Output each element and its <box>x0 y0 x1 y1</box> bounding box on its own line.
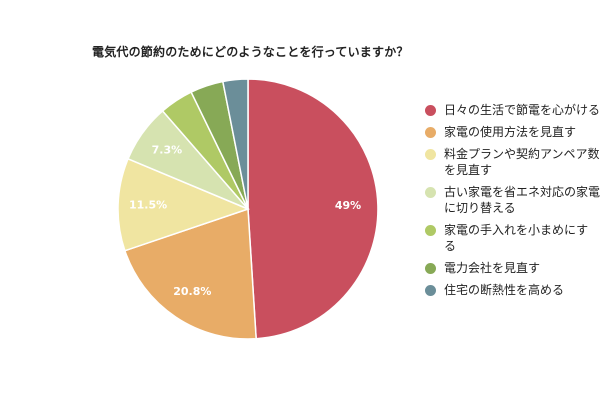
legend-swatch-1 <box>425 105 436 116</box>
legend-item-7: 住宅の断熱性を高める <box>425 282 600 298</box>
pie-data-labels: 49% 20.8% 11.5% 7.3% <box>129 144 361 299</box>
legend-item-4: 古い家電を省エネ対応の家電に切り替える <box>425 184 600 216</box>
slice-label-3: 11.5% <box>129 199 167 212</box>
pie-slice-1 <box>247 78 379 340</box>
legend-item-1: 日々の生活で節電を心がける <box>425 102 600 118</box>
legend-item-5: 家電の手入れを小まめにする <box>425 222 600 254</box>
slice-label-2: 20.8% <box>173 285 211 298</box>
pie-slice-2 <box>123 207 257 340</box>
legend-label-3: 料金プランや契約アンペア数を見直す <box>444 147 600 177</box>
pie-slice-3 <box>117 157 251 252</box>
legend-item-6: 電力会社を見直す <box>425 260 600 276</box>
pie-slices <box>117 78 379 340</box>
legend-swatch-3 <box>425 149 436 160</box>
legend-swatch-5 <box>425 225 436 236</box>
slice-label-4: 7.3% <box>152 144 183 157</box>
legend-label-2: 家電の使用方法を見直す <box>444 125 577 139</box>
legend-item-2: 家電の使用方法を見直す <box>425 124 600 140</box>
legend-swatch-7 <box>425 285 436 296</box>
legend-label-1: 日々の生活で節電を心がける <box>444 103 600 117</box>
legend-item-3: 料金プランや契約アンペア数を見直す <box>425 146 600 178</box>
legend-label-7: 住宅の断熱性を高める <box>444 283 565 297</box>
legend-swatch-6 <box>425 263 436 274</box>
legend: 日々の生活で節電を心がける 家電の使用方法を見直す料金プランや契約アンペア数を見直… <box>425 102 600 304</box>
pie-slice-7 <box>221 78 249 210</box>
chart-title: 電気代の節約のためにどのようなことを行っていますか？ <box>92 45 409 59</box>
legend-swatch-4 <box>425 187 436 198</box>
legend-label-6: 電力会社を見直す <box>444 261 541 275</box>
legend-label-4: 古い家電を省エネ対応の家電に切り替える <box>444 185 600 215</box>
legend-label-5: 家電の手入れを小まめにする <box>444 223 589 253</box>
slice-label-1: 49% <box>335 199 361 212</box>
legend-swatch-2 <box>425 127 436 138</box>
